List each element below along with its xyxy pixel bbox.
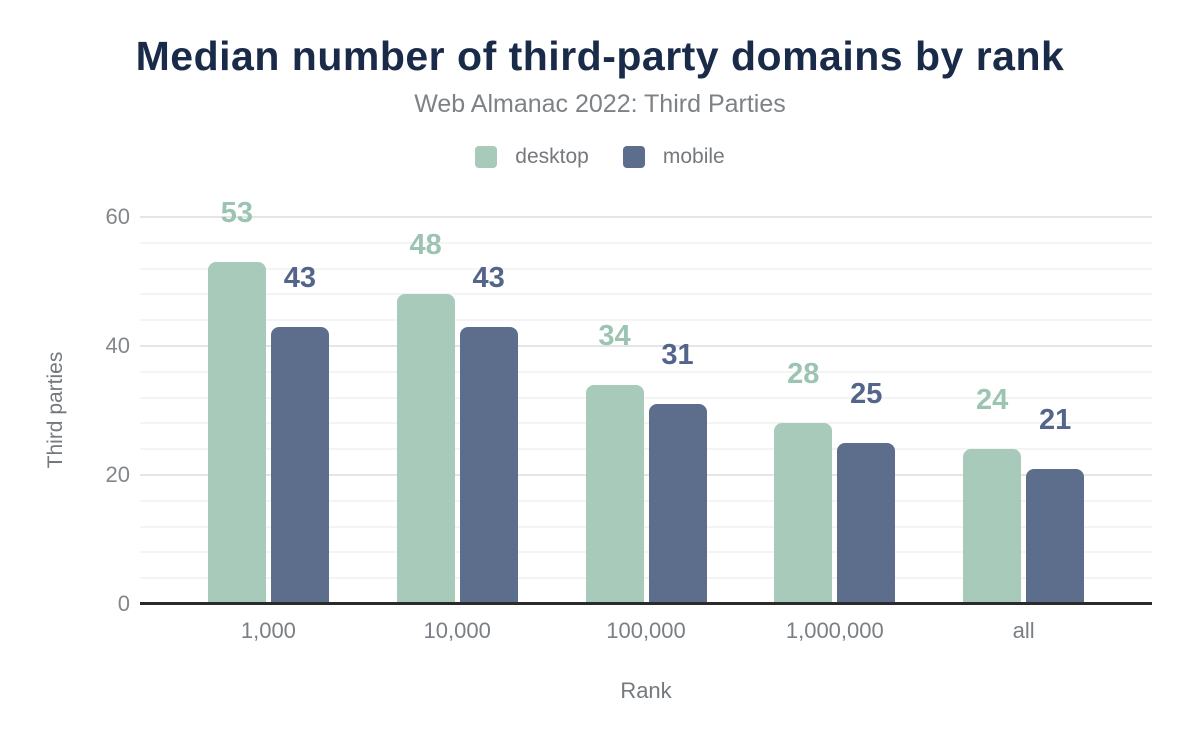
y-tick-label-60: 60 xyxy=(105,204,130,229)
y-tick-label-40: 40 xyxy=(105,333,130,358)
gridline-minor xyxy=(140,577,1152,580)
gridline-minor xyxy=(140,267,1152,270)
gridline-major xyxy=(140,345,1152,347)
bar-desktop-all xyxy=(963,449,1022,604)
bar-desktop-10,000 xyxy=(396,294,455,604)
gridline-minor xyxy=(140,422,1152,425)
x-tick-label-100,000: 100,000 xyxy=(606,618,686,643)
bar-mobile-100,000 xyxy=(648,404,707,604)
gridline-minor xyxy=(140,370,1152,373)
gridline-major xyxy=(140,216,1152,218)
gridline-minor xyxy=(140,319,1152,322)
x-axis-title: Rank xyxy=(620,678,672,703)
value-label-mobile-10,000: 43 xyxy=(472,261,505,294)
y-tick-label-20: 20 xyxy=(105,462,130,487)
value-label-desktop-all: 24 xyxy=(975,384,1009,417)
y-tick-label-0: 0 xyxy=(117,591,130,616)
gridline-minor xyxy=(140,396,1152,399)
value-label-mobile-1,000: 43 xyxy=(283,261,317,294)
value-label-desktop-1,000,000: 28 xyxy=(787,358,820,391)
legend-label-mobile: mobile xyxy=(662,145,725,168)
legend-swatch-mobile-icon xyxy=(622,146,645,168)
bar-desktop-1,000 xyxy=(207,262,266,604)
gridline-minor xyxy=(140,499,1152,502)
chart-subtitle: Web Almanac 2022: Third Parties xyxy=(414,90,786,118)
gridline-minor xyxy=(140,448,1152,451)
bar-desktop-100,000 xyxy=(585,384,644,604)
chart-title: Median number of third-party domains by … xyxy=(135,33,1065,79)
bar-desktop-1,000,000 xyxy=(774,423,833,604)
value-label-desktop-1,000: 53 xyxy=(220,197,254,230)
legend-item-desktop: desktop xyxy=(475,145,589,169)
x-tick-label-1,000,000: 1,000,000 xyxy=(785,618,884,643)
legend-label-desktop: desktop xyxy=(515,145,589,168)
x-tick-label-1,000: 1,000 xyxy=(240,618,296,643)
bar-mobile-1,000 xyxy=(270,326,329,604)
value-label-mobile-100,000: 31 xyxy=(661,339,694,372)
legend: desktop mobile xyxy=(0,144,1200,170)
x-tick-label-10,000: 10,000 xyxy=(423,618,491,643)
gridline-major xyxy=(140,474,1152,476)
value-label-desktop-100,000: 34 xyxy=(598,319,631,352)
gridline-minor xyxy=(140,293,1152,296)
plot-area: 53 48 34 28 24 43 43 31 25 21 xyxy=(140,180,1152,604)
gridline-minor xyxy=(140,551,1152,554)
legend-item-mobile: mobile xyxy=(622,145,725,169)
value-label-desktop-10,000: 48 xyxy=(409,229,442,262)
legend-swatch-desktop-icon xyxy=(475,146,498,168)
gridline-minor xyxy=(140,525,1152,528)
gridline-minor xyxy=(140,241,1152,244)
bar-mobile-1,000,000 xyxy=(837,442,896,604)
x-tick-label-all: all xyxy=(1012,618,1035,643)
x-axis-line xyxy=(140,602,1152,605)
value-label-mobile-1,000,000: 25 xyxy=(850,377,883,410)
bar-mobile-10,000 xyxy=(459,326,518,604)
value-label-mobile-all: 21 xyxy=(1038,403,1072,436)
bar-mobile-all xyxy=(1026,468,1085,604)
